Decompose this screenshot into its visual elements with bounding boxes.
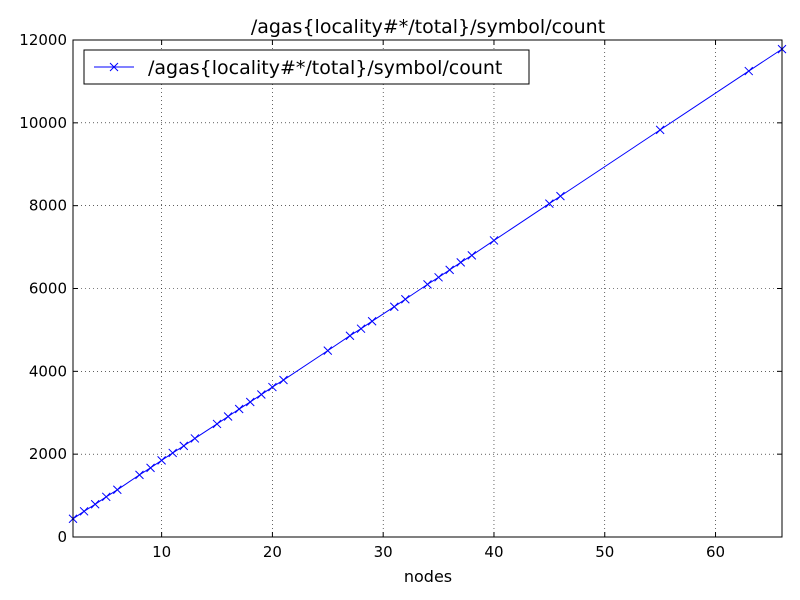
y-tick-label: 8000 — [29, 197, 67, 215]
y-tick-label: 12000 — [19, 31, 67, 49]
x-tick-label: 10 — [152, 543, 171, 561]
legend-label: /agas{locality#*/total}/symbol/count — [148, 57, 502, 79]
legend: /agas{locality#*/total}/symbol/count — [83, 49, 530, 85]
legend-marker-x-icon — [109, 62, 119, 72]
x-tick-label: 20 — [263, 543, 282, 561]
y-tick-label: 4000 — [29, 362, 67, 380]
y-tick-label: 10000 — [19, 114, 67, 132]
data-point-marker — [279, 375, 288, 385]
data-point-marker — [345, 331, 355, 341]
data-point-marker — [655, 125, 665, 135]
data-point-marker — [400, 294, 410, 304]
x-tick-label: 60 — [706, 543, 725, 561]
data-point-marker — [79, 506, 89, 516]
data-point-marker — [212, 419, 222, 429]
data-point-marker — [423, 280, 432, 289]
data-point-marker — [135, 470, 144, 480]
data-point-marker — [168, 448, 178, 458]
data-point-marker — [323, 346, 333, 355]
y-tick-label: 2000 — [29, 445, 67, 463]
data-point-marker — [146, 463, 155, 473]
data-point-marker — [545, 199, 554, 208]
data-point-marker — [744, 66, 754, 76]
data-point-marker — [234, 404, 244, 414]
data-point-marker — [445, 265, 455, 275]
data-point-marker — [101, 492, 111, 502]
data-point-marker — [489, 236, 499, 245]
data-point-marker — [556, 191, 565, 201]
y-tick-label: 0 — [57, 528, 67, 546]
data-point-marker — [367, 316, 377, 326]
x-tick-label: 40 — [484, 543, 503, 561]
grid-lines — [73, 39, 782, 538]
x-axis-label: nodes — [404, 567, 452, 586]
data-point-marker — [223, 412, 233, 421]
x-tick-label: 30 — [374, 543, 393, 561]
data-point-marker — [356, 324, 366, 334]
data-point-marker — [389, 302, 399, 312]
chart-title: /agas{locality#*/total}/symbol/count — [251, 16, 605, 38]
data-point-marker — [456, 258, 466, 267]
data-point-marker — [179, 441, 189, 451]
series-layer — [68, 44, 787, 524]
x-tick-label: 50 — [595, 543, 614, 561]
data-point-marker — [256, 390, 266, 399]
data-point-marker — [268, 382, 277, 392]
data-point-marker — [467, 251, 477, 260]
data-point-marker — [157, 456, 166, 465]
axis-ticks: 10 20 30 40 50 60 0 2000 4000 6000 8000 10000 12000 — [19, 31, 782, 561]
data-point-marker — [245, 397, 255, 407]
legend-box — [83, 49, 530, 85]
data-point-marker — [90, 499, 100, 509]
data-point-marker — [190, 434, 200, 443]
data-point-marker — [112, 485, 122, 495]
plot-area-frame — [72, 39, 783, 538]
data-point-marker — [434, 272, 443, 282]
y-tick-label: 6000 — [29, 280, 67, 298]
